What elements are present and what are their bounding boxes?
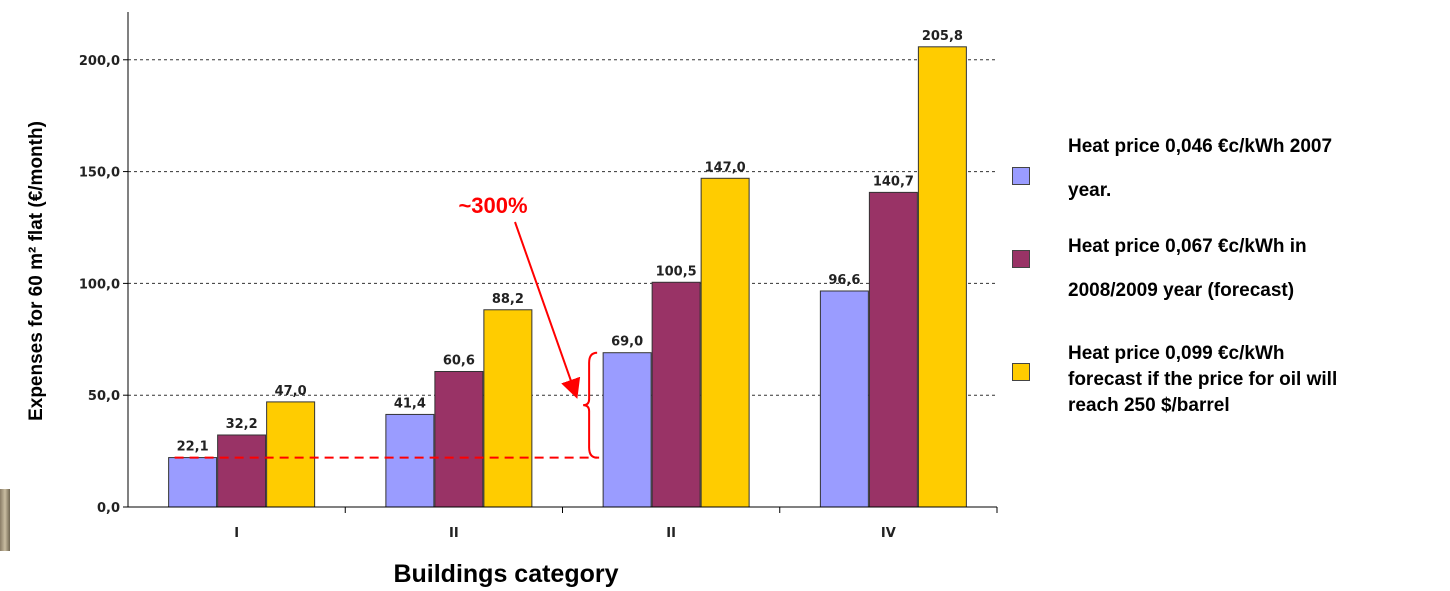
bar: [168, 457, 218, 508]
data-label: 205,8: [922, 29, 963, 44]
data-label: 96,6: [828, 273, 860, 288]
y-tick-label: 0,0: [97, 501, 120, 516]
bar: [700, 177, 750, 508]
arrow: [514, 221, 581, 399]
bar: [266, 401, 316, 508]
y-tick-label: 150,0: [79, 166, 120, 181]
data-label: 69,0: [611, 335, 643, 350]
x-tick-label: IV: [881, 526, 896, 541]
x-tick-label: II: [666, 526, 676, 541]
data-label: 60,6: [443, 353, 475, 368]
bar: [217, 434, 267, 508]
legend-line: Heat price 0,099 €c/kWh: [1068, 343, 1285, 364]
data-label: 140,7: [873, 174, 914, 189]
bar: [434, 370, 484, 508]
data-labels: 22,1 32,2 47,0 41,4 60,6 88,2 69,0 100,5 147,0 96…: [177, 29, 963, 455]
legend-swatch-oil: [1012, 363, 1030, 381]
data-label: 88,2: [492, 292, 524, 307]
legend-line: forecast if the price for oil will: [1068, 369, 1338, 390]
data-label: 41,4: [394, 396, 426, 411]
data-label: 100,5: [656, 264, 697, 279]
annotation: ~300%: [174, 193, 600, 459]
bar: [651, 281, 701, 508]
legend-line: year.: [1068, 180, 1112, 201]
y-tick-labels: 0,0 50,0 100,0 150,0 200,0: [79, 54, 128, 516]
data-label: 32,2: [226, 417, 258, 432]
x-tick-label: I: [234, 526, 239, 541]
y-tick-label: 100,0: [79, 277, 120, 292]
data-label: 147,0: [705, 160, 746, 175]
y-axis-title: Expenses for 60 m² flat (€/month): [26, 121, 47, 421]
x-tick-labels: I II II IV: [234, 507, 998, 541]
bar: [385, 413, 435, 508]
bar: [602, 352, 652, 508]
bar: [868, 191, 918, 508]
x-tick-label: II: [449, 526, 459, 541]
x-axis-title: Buildings category: [393, 560, 618, 588]
legend-label-2008: Heat price 0,067 €c/kWh in 2008/2009 yea…: [1068, 225, 1450, 313]
legend-swatch-2007: [1012, 167, 1030, 185]
bar: [917, 46, 967, 508]
bar: [819, 290, 869, 508]
legend-label-oil: Heat price 0,099 €c/kWh forecast if the …: [1068, 341, 1450, 419]
y-tick-label: 50,0: [88, 389, 120, 404]
legend-line: Heat price 0,046 €c/kWh 2007: [1068, 136, 1333, 157]
photo-fragment: [0, 489, 10, 551]
legend-line: Heat price 0,067 €c/kWh in: [1068, 236, 1307, 257]
data-label: 22,1: [177, 440, 209, 455]
legend-swatch-2008: [1012, 250, 1030, 268]
annotation-label: ~300%: [458, 193, 527, 218]
bars: [168, 46, 967, 508]
legend-label-2007: Heat price 0,046 €c/kWh 2007 year.: [1068, 125, 1450, 213]
legend-line: 2008/2009 year (forecast): [1068, 280, 1295, 301]
bar: [483, 309, 533, 508]
brace: [583, 351, 598, 459]
data-label: 47,0: [275, 384, 307, 399]
y-tick-label: 200,0: [79, 54, 120, 69]
legend-line: reach 250 $/barrel: [1068, 395, 1230, 416]
